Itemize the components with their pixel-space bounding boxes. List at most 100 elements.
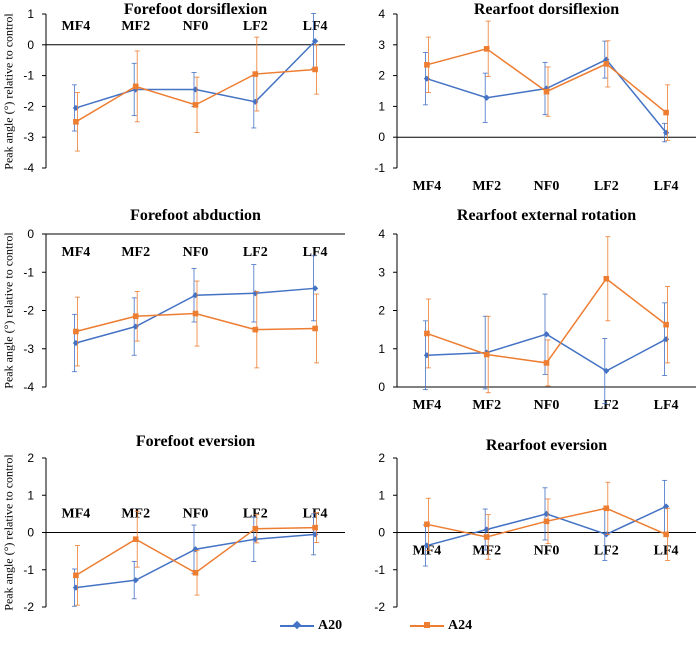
data-point [663,109,669,116]
chart-panel-1: Forefoot dorsiflexion -4 -3 -2 -1 0 1 MF4 MF2 NF0… [23,1,345,175]
series-a24 [424,236,671,394]
y-tick-label: -1 [374,161,385,175]
category-label: LF4 [303,245,328,260]
legend-label-a24: A24 [448,618,473,633]
y-tick-label: -2 [23,99,34,113]
category-label: MF4 [413,544,442,559]
series-line [426,58,667,134]
legend-label-a20: A20 [318,618,343,633]
data-point [483,46,490,52]
y-tick-label: -1 [23,563,34,577]
data-point [603,505,610,512]
chart-title: Rearfoot dorsiflexion [474,1,619,18]
data-point [424,521,430,528]
data-point [543,360,550,366]
chart-title: Forefoot dorsiflexion [124,1,267,18]
y-tick-label: -3 [23,130,34,144]
series-a24 [424,20,671,141]
category-label: NF0 [183,245,209,260]
data-point [483,351,490,358]
category-label: NF0 [534,179,560,194]
series-line [426,47,667,114]
legend-line-a24 [410,619,444,633]
series-line [75,533,316,589]
y-tick-label: 1 [378,488,385,502]
category-label: MF2 [121,245,150,260]
data-point [663,321,669,328]
y-tick-label: 0 [27,38,34,52]
data-point [252,525,259,532]
data-point [543,518,550,525]
y-tick-label: 2 [378,304,385,318]
data-point [543,510,550,517]
category-label: LF2 [243,507,268,522]
y-tick-label: 2 [27,451,34,465]
chart-title: Rearfoot external rotation [457,207,636,224]
data-point [603,61,610,67]
data-point [311,285,319,292]
data-point [603,275,610,282]
chart-title: Forefoot eversion [136,433,255,450]
y-tick-label: 0 [27,227,34,241]
data-point [312,524,318,531]
category-label: MF2 [472,179,501,194]
chart-title: Rearfoot eversion [486,437,607,454]
y-tick-label: 3 [378,38,385,52]
y-tick-label: 0 [378,130,385,144]
data-point [73,328,79,335]
y-tick-label: -1 [23,265,34,279]
data-point [543,331,550,338]
data-point [252,536,259,543]
data-point [252,326,259,333]
category-label: MF4 [413,398,442,413]
category-label: LF4 [654,544,679,559]
category-label: NF0 [183,19,209,34]
data-point [192,86,199,93]
y-tick-label: -1 [23,69,34,83]
y-tick-label: -4 [23,380,34,394]
data-point [483,534,490,540]
category-label: NF0 [534,398,560,413]
data-point [73,572,79,579]
y-tick-label: 4 [378,7,385,21]
series-a24 [424,481,671,561]
data-point [132,83,139,90]
data-point [192,569,199,576]
data-point [72,104,80,112]
category-label: MF4 [413,179,442,194]
series-a24 [73,36,320,152]
y-tick-label: 0 [378,526,385,540]
category-label: MF2 [121,19,150,34]
series-a24 [73,280,320,369]
data-point [483,94,490,101]
data-point [312,66,318,73]
legend-line-a20 [280,619,314,633]
data-point [192,102,199,108]
category-label: LF4 [303,19,328,34]
y-tick-label: 1 [27,7,34,21]
chart-panel-4: Rearfoot external rotation 0 1 2 3 4 MF4 MF2 NF0… [378,207,696,413]
category-label: MF4 [62,507,91,522]
category-label: LF2 [243,19,268,34]
chart-panel-6: Rearfoot eversion -2 -1 0 1 2 MF4 MF2 NF0 LF2 LF4 [374,437,696,614]
category-label: LF4 [654,398,679,413]
y-tick-label: -2 [23,304,34,318]
y-tick-label: 2 [378,69,385,83]
category-label: LF4 [654,179,679,194]
category-label: MF2 [121,507,150,522]
data-point [132,577,139,584]
y-tick-label: 2 [378,451,385,465]
y-tick-label: -2 [23,600,34,614]
category-label: NF0 [534,544,560,559]
series-line [75,40,316,109]
legend: A20 A24 [0,614,699,644]
data-point [192,292,199,299]
category-label: NF0 [183,507,209,522]
series-a24 [73,510,320,606]
category-label: LF2 [243,245,268,260]
y-tick-label: -2 [374,600,385,614]
data-point [662,336,670,343]
figure: Forefoot dorsiflexion -4 -3 -2 -1 0 1 MF4 MF2 NF0… [23,1,696,614]
series-a20 [422,479,670,567]
